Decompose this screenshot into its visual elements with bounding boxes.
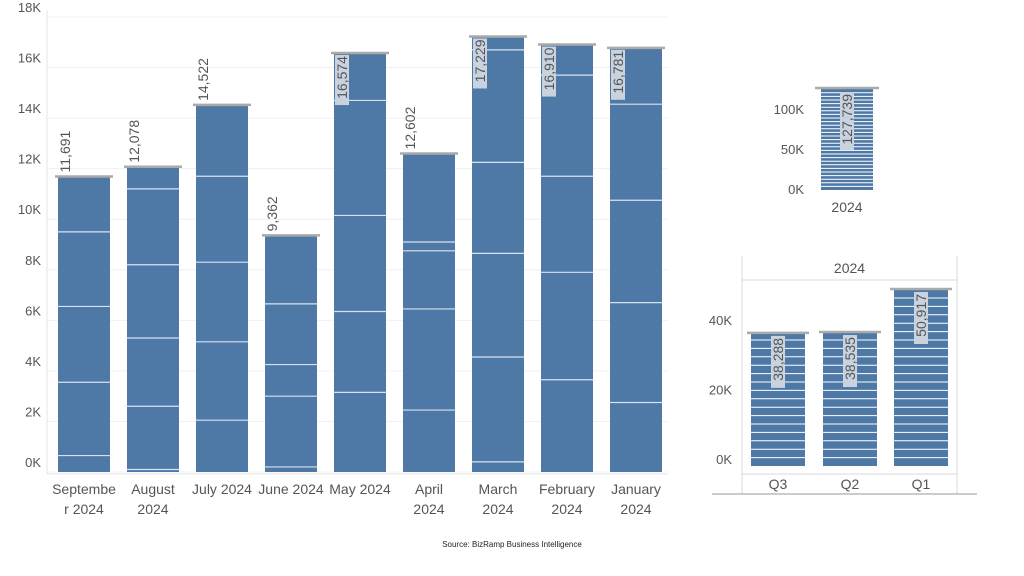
bar — [127, 166, 179, 472]
source-note: Source: BizRamp Business Intelligence — [442, 540, 582, 549]
data-label: 38,535 — [842, 337, 858, 380]
column-header: 2024 — [834, 260, 865, 276]
label-background — [771, 335, 785, 388]
y-tick-label: 50K — [781, 142, 804, 157]
bar — [265, 235, 317, 472]
bar — [196, 104, 248, 473]
y-tick-label: 12K — [18, 152, 41, 167]
label-background — [611, 49, 625, 100]
label-background — [840, 92, 854, 150]
yearly-bar-chart: 0K 50K 100K 127,739 2024 — [774, 86, 879, 215]
bar — [610, 47, 662, 473]
monthly-bar-chart: 0K 2K 4K 6K 8K 10K 12K 14K 16K 18K 11,691 Septembe r… — [18, 0, 668, 517]
y-tick-label: 0K — [25, 455, 41, 470]
bar — [334, 53, 386, 472]
data-label: 9,362 — [264, 196, 280, 231]
y-tick-label: 10K — [18, 202, 41, 217]
x-tick-label: Q1 — [912, 476, 931, 492]
data-label: 50,917 — [913, 294, 929, 337]
quarterly-bar-chart: 2024 0K 20K 40K 38,288 Q3 38,535 Q2 50,917 Q1 — [709, 256, 977, 495]
x-tick-label: 2024 — [620, 501, 651, 517]
bar — [58, 176, 110, 473]
x-tick-label: 2024 — [551, 501, 582, 517]
data-label: 38,288 — [770, 338, 786, 381]
x-tick-label: 2024 — [831, 199, 862, 215]
data-label: 14,522 — [195, 58, 211, 101]
data-label: 16,574 — [334, 56, 350, 99]
data-label: 17,229 — [472, 39, 488, 82]
x-tick-label: February — [539, 481, 595, 497]
y-tick-label: 8K — [25, 253, 41, 268]
data-label: 11,691 — [57, 130, 73, 172]
x-tick-label: Septembe — [52, 481, 116, 497]
y-tick-label: 100K — [774, 102, 805, 117]
x-tick-label: June 2024 — [258, 481, 324, 497]
data-label: 16,781 — [610, 51, 626, 94]
y-tick-label: 4K — [25, 354, 41, 369]
y-tick-label: 14K — [18, 101, 41, 116]
label-background — [843, 335, 857, 388]
x-tick-label: r 2024 — [64, 501, 104, 517]
y-tick-label: 40K — [709, 313, 732, 328]
y-tick-label: 0K — [716, 452, 732, 467]
y-tick-label: 18K — [18, 0, 41, 15]
label-background — [914, 292, 928, 344]
x-tick-label: March — [479, 481, 518, 497]
x-tick-label: Q2 — [841, 476, 860, 492]
x-tick-label: January — [611, 481, 661, 497]
y-tick-label: 6K — [25, 303, 41, 318]
x-tick-label: August — [131, 481, 175, 497]
label-background — [473, 38, 487, 89]
label-background — [542, 46, 556, 97]
x-tick-label: 2024 — [413, 501, 444, 517]
y-tick-label: 2K — [25, 404, 41, 419]
y-tick-label: 20K — [709, 382, 732, 397]
data-label: 127,739 — [839, 94, 855, 145]
y-tick-label: 16K — [18, 51, 41, 66]
x-tick-label: 2024 — [482, 501, 513, 517]
y-tick-label: 0K — [788, 182, 804, 197]
bar — [472, 36, 524, 472]
label-background — [335, 55, 349, 106]
bar — [541, 44, 593, 473]
x-tick-label: Q3 — [769, 476, 788, 492]
x-tick-label: May 2024 — [329, 481, 391, 497]
x-tick-label: July 2024 — [192, 481, 252, 497]
data-label: 16,910 — [541, 47, 557, 90]
x-tick-label: April — [415, 481, 443, 497]
x-tick-label: 2024 — [137, 501, 168, 517]
data-label: 12,078 — [126, 120, 142, 163]
bar — [403, 153, 455, 472]
data-label: 12,602 — [402, 106, 418, 149]
